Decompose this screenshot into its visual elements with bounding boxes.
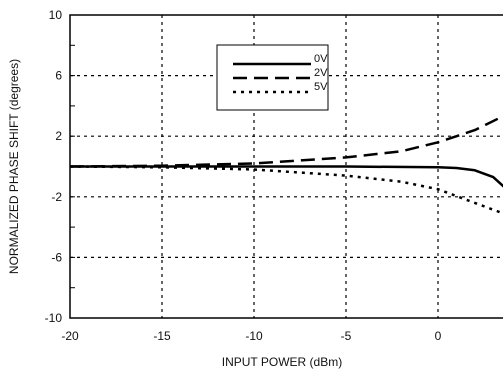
y-tick-label: 2 bbox=[55, 129, 62, 143]
x-tick-label: -10 bbox=[245, 329, 263, 343]
y-tick-label: 6 bbox=[55, 69, 62, 83]
legend-label-2v: 2V bbox=[314, 67, 328, 79]
x-tick-label: -5 bbox=[341, 329, 352, 343]
x-tick-label: -15 bbox=[153, 329, 171, 343]
y-tick-label: -6 bbox=[51, 250, 62, 264]
y-tick-label: -2 bbox=[51, 190, 62, 204]
legend-label-0v: 0V bbox=[314, 53, 328, 65]
x-tick-label: 0 bbox=[435, 329, 442, 343]
series-line-5v bbox=[69, 165, 503, 215]
y-axis-title: NORMALIZED PHASE SHIFT (degrees) bbox=[7, 59, 21, 274]
series-lines bbox=[69, 114, 503, 215]
y-tick-label: 10 bbox=[49, 8, 63, 22]
series-line-0v bbox=[70, 165, 503, 188]
legend-label-5v: 5V bbox=[314, 81, 328, 93]
x-axis-title: INPUT POWER (dBm) bbox=[222, 355, 342, 369]
x-tick-label: -20 bbox=[61, 329, 79, 343]
legend: 0V 2V 5V bbox=[216, 44, 329, 111]
y-tick-label: -10 bbox=[45, 311, 63, 325]
